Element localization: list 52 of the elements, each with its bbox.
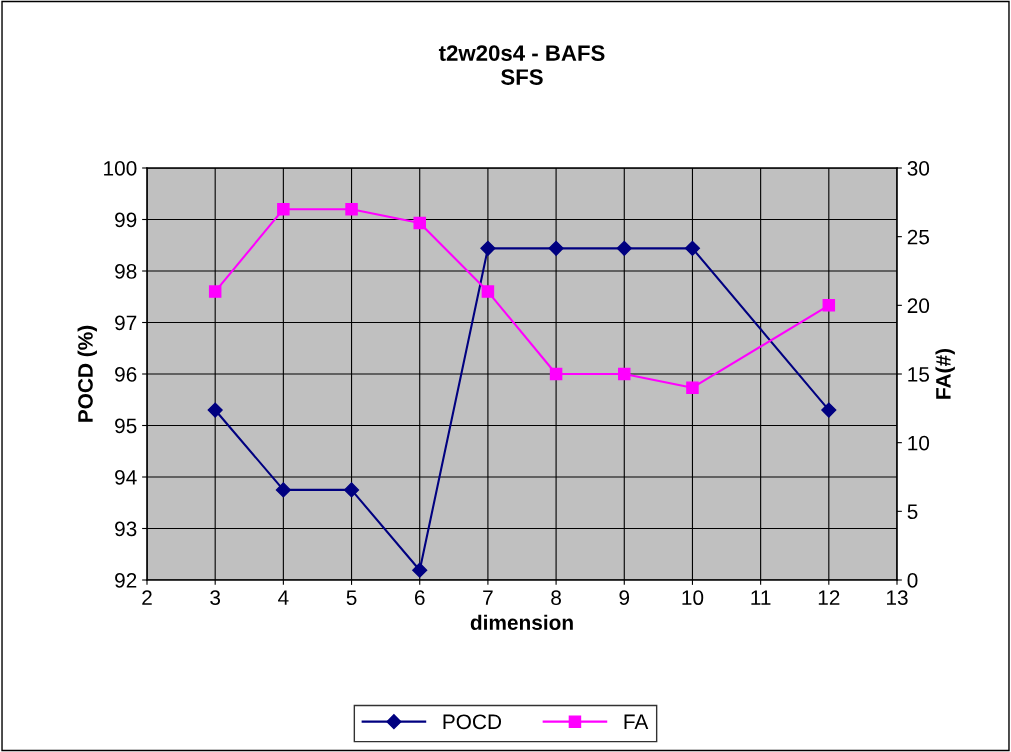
x-tick-label: 11 — [751, 590, 771, 605]
legend-label: POCD — [443, 714, 502, 730]
y2-axis-title: FA(#) — [935, 348, 955, 399]
x-tick-label: 12 — [818, 590, 840, 605]
x-tick-label: 2 — [142, 590, 152, 605]
y-tick-label: 94 — [115, 470, 137, 485]
point — [345, 202, 358, 216]
x-tick-label: 4 — [278, 590, 289, 605]
point — [548, 240, 564, 256]
point — [412, 562, 428, 578]
y-tick-label: 99 — [115, 212, 137, 228]
point — [821, 402, 837, 418]
y-tick-label: 93 — [115, 521, 137, 537]
y-tick-label: 92 — [115, 573, 137, 588]
y-axis-title: POCD (%) — [77, 325, 97, 422]
point — [549, 367, 563, 381]
point — [684, 240, 701, 256]
x-tick-label: 9 — [619, 590, 630, 606]
y2-tick-label: 15 — [908, 367, 930, 382]
point — [481, 285, 495, 298]
point — [618, 367, 631, 381]
x-tick-label: 13 — [887, 590, 908, 606]
point — [480, 240, 496, 256]
y2-tick-label: 20 — [907, 298, 930, 314]
point — [343, 482, 360, 498]
y-tick-label: 97 — [115, 315, 137, 331]
y2-tick-label: 10 — [908, 435, 930, 451]
chart-title: t2w20s4 - BAFS SFS — [438, 45, 605, 85]
point — [207, 402, 223, 418]
y-tick-label: 96 — [115, 367, 137, 382]
y2-tick-label: 5 — [907, 504, 918, 520]
x-tick-label: 5 — [346, 590, 357, 606]
y-tick-label: 98 — [115, 264, 137, 279]
x-tick-label: 8 — [551, 590, 561, 606]
y-tick-label: 95 — [115, 418, 137, 434]
point — [208, 285, 222, 298]
x-tick-label: 3 — [210, 590, 221, 606]
y2-tick-label: 30 — [907, 161, 930, 176]
x-tick-label: 6 — [414, 590, 425, 606]
point — [686, 381, 699, 394]
x-tick-label: 10 — [682, 590, 704, 606]
point — [277, 202, 290, 216]
point — [275, 482, 291, 498]
y2-tick-label: 25 — [907, 229, 930, 245]
x-tick-label: 7 — [483, 590, 493, 605]
x-axis-title: dimension — [470, 614, 573, 630]
y-tick-label: 100 — [104, 161, 137, 176]
point — [822, 299, 836, 312]
y2-tick-label: 0 — [907, 573, 918, 588]
point — [413, 216, 426, 230]
point — [616, 240, 632, 256]
legend-label: FA — [624, 714, 649, 729]
